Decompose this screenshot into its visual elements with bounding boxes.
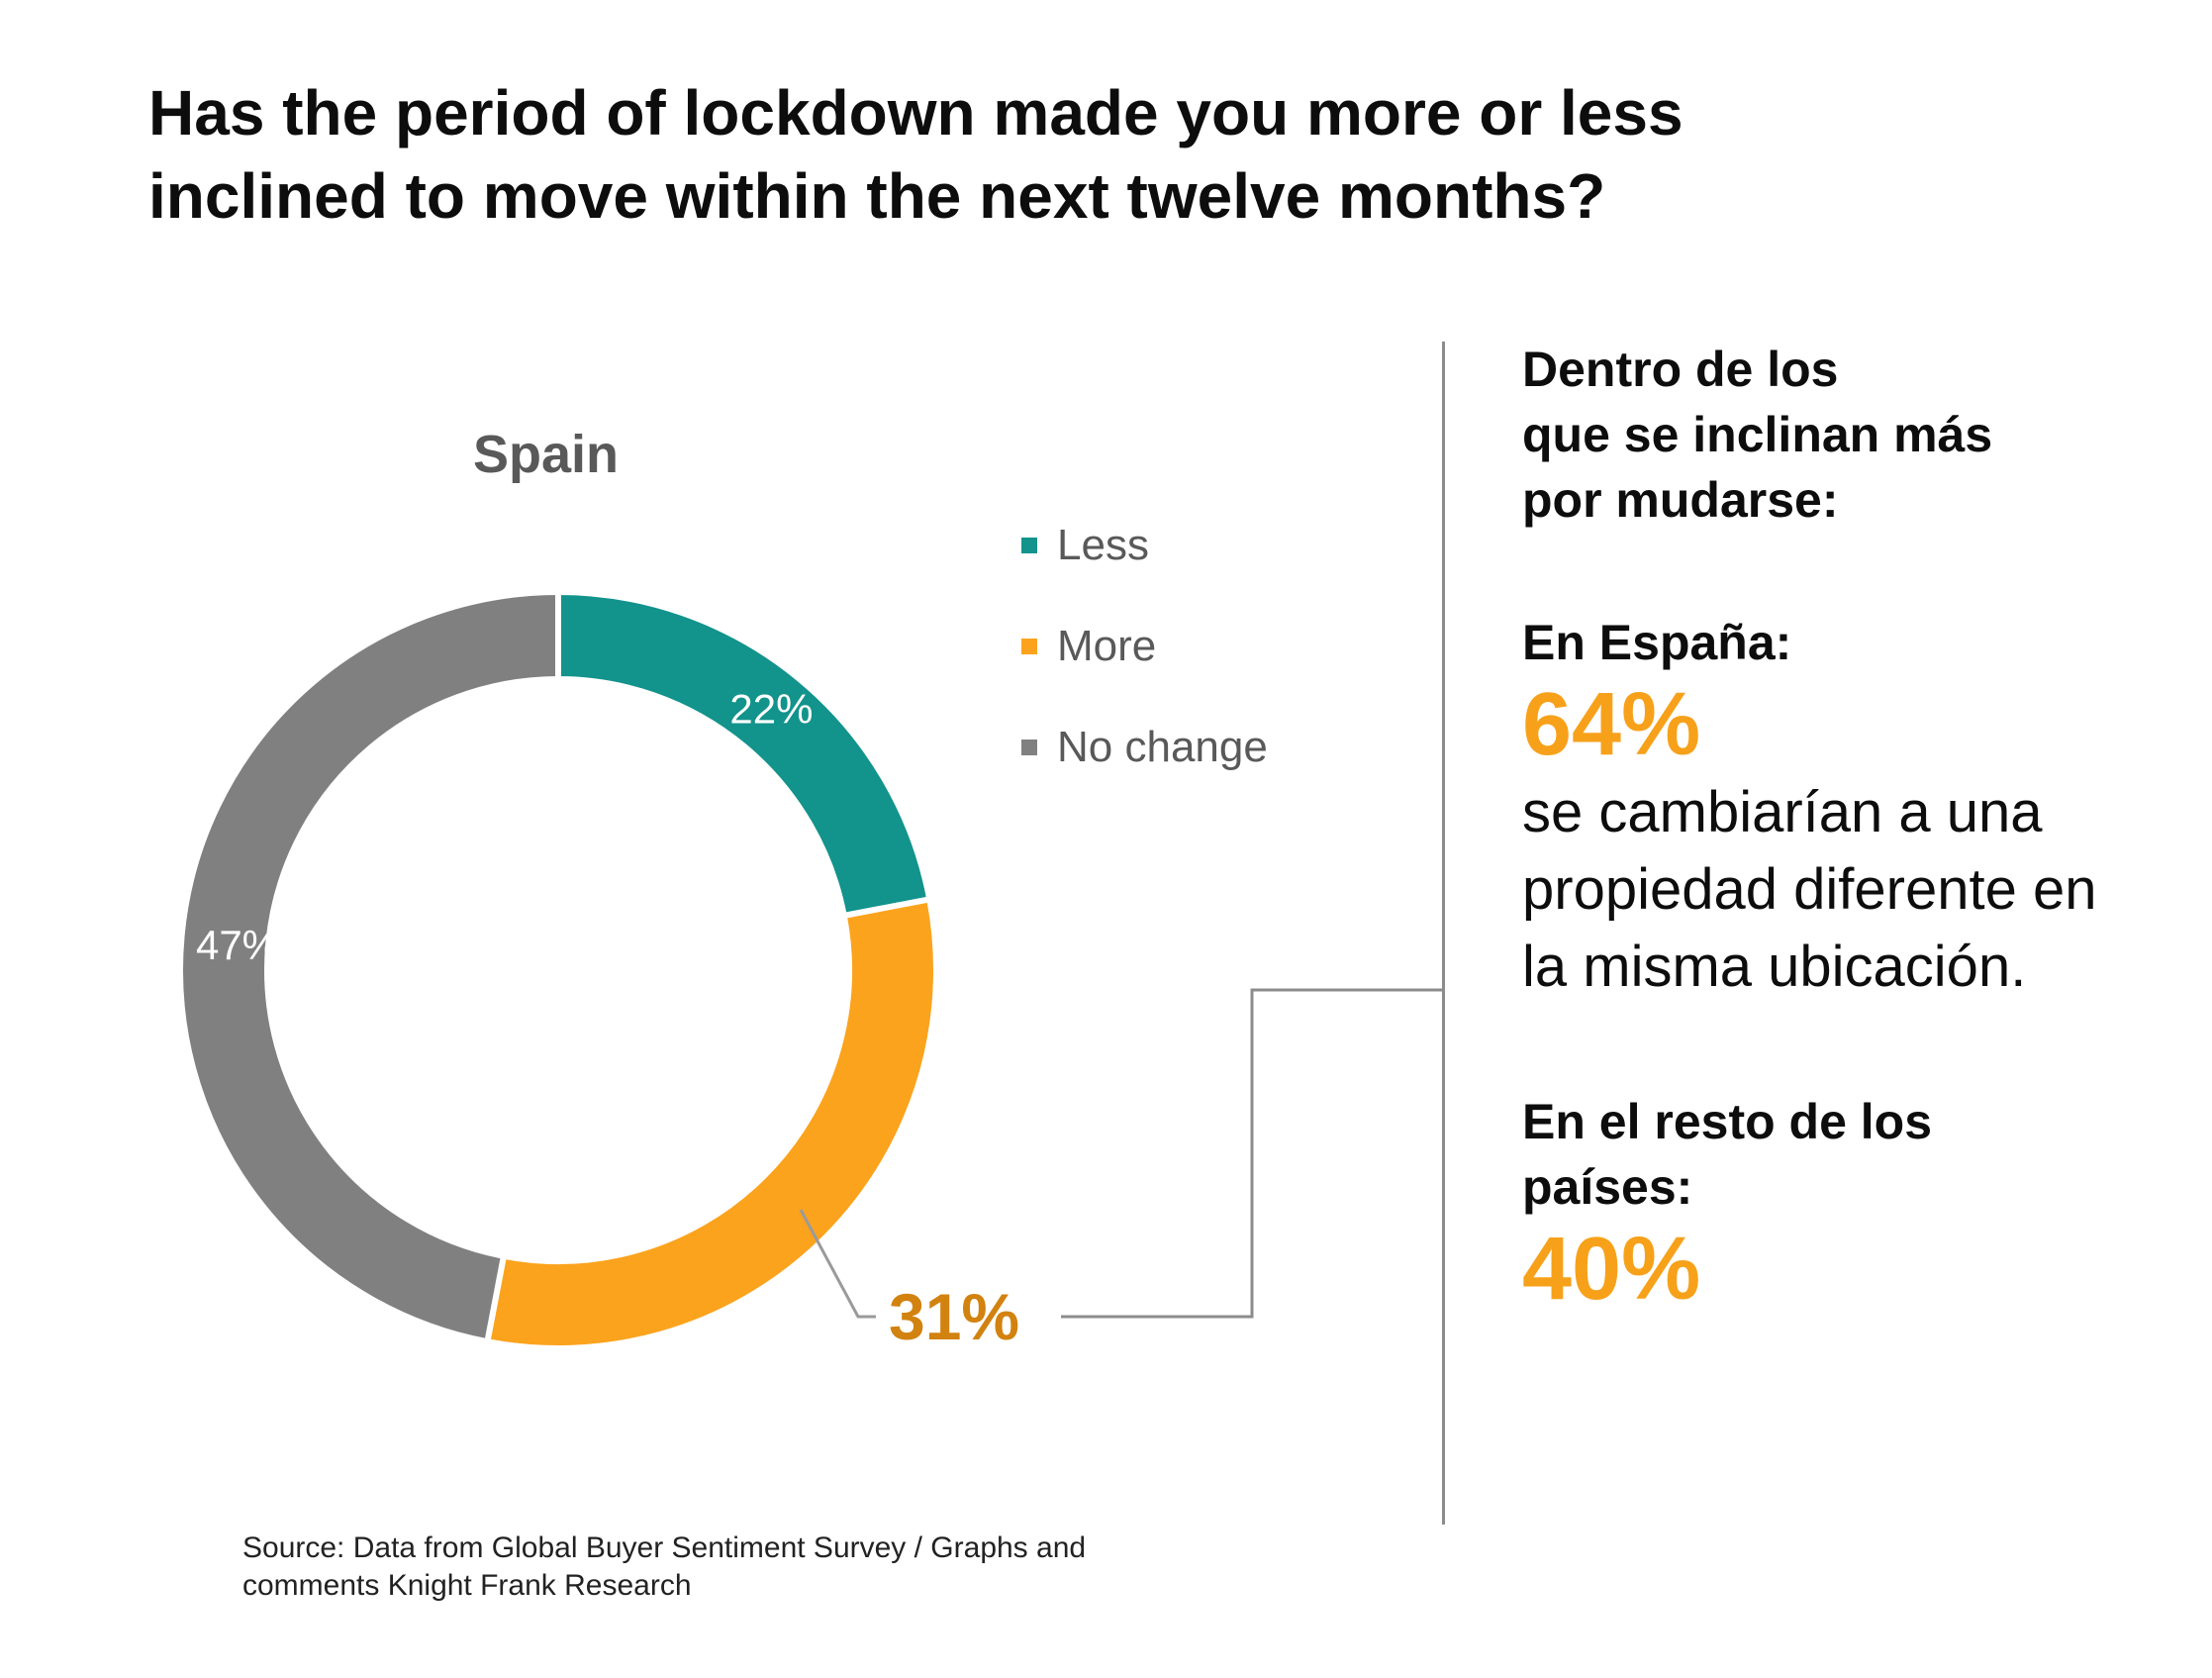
rest-value: 40% [1522,1220,1701,1319]
headline: Has the period of lockdown made you more… [148,77,1683,232]
spain-label: En España: [1522,615,1792,670]
legend-label-no-change: No change [1057,723,1268,771]
spain-value: 64% [1522,675,1701,774]
callout-leader-line [799,1209,876,1319]
donut-slice-more [483,895,939,1351]
legend-item-less: Less [1021,495,1268,596]
sidebar-intro-line: por mudarse: [1522,472,1839,528]
legend-swatch-no-change [1021,740,1037,755]
sidebar-spain: En España: 64% se cambiarían a una propi… [1522,610,2195,1006]
callout-connector-line [1061,988,1443,1319]
rest-label-line: países: [1522,1159,1693,1215]
donut-chart: 22% 47% 31% [177,588,1443,1353]
chart-title: Spain [473,425,620,484]
source-line: comments Knight Frank Research [242,1569,692,1602]
legend-swatch-less [1021,538,1037,553]
rest-label-line: En el resto de los [1522,1094,1933,1149]
chart-legend: Less More No change [1021,495,1268,798]
legend-swatch-more [1021,639,1037,654]
legend-item-no-change: No change [1021,697,1268,798]
data-label-no-change: 47% [196,922,279,968]
legend-item-more: More [1021,596,1268,697]
donut-slice-less [555,588,933,920]
sidebar-intro-line: Dentro de los [1522,342,1839,397]
data-label-more: 31% [889,1280,1019,1353]
data-label-less: 22% [729,686,813,733]
sidebar-intro-line: que se inclinan más [1522,407,1993,462]
spain-text-line: la misma ubicación. [1522,935,2027,999]
donut-slice-no-change [177,588,561,1345]
legend-label-less: Less [1057,521,1149,569]
sidebar-rest: En el resto de los países: 40% [1522,1089,2195,1319]
vertical-divider [1442,342,1445,1525]
legend-label-more: More [1057,622,1157,670]
spain-text-line: propiedad diferente en [1522,857,2097,922]
spain-text-line: se cambiarían a una [1522,780,2043,844]
sidebar-intro: Dentro de los que se inclinan más por mu… [1522,337,2195,533]
source-note: Source: Data from Global Buyer Sentiment… [242,1530,1232,1605]
source-line: Source: Data from Global Buyer Sentiment… [242,1531,1087,1564]
